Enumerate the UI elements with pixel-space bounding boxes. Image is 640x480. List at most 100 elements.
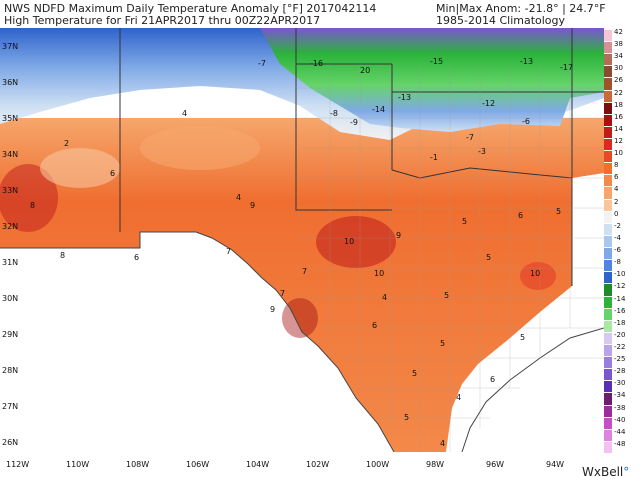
anomaly-value-label: 6 [372,321,377,330]
anomaly-value-label: 20 [360,66,370,75]
logo-text: WxBell [582,465,624,479]
legend-label: -2 [614,221,621,230]
legend-swatch [604,223,612,235]
legend-swatch [604,102,612,114]
legend-swatch [604,151,612,163]
legend-swatch [604,441,612,453]
legend-entry: 12 [604,137,640,151]
anomaly-value-label: -1 [430,153,438,162]
anomaly-value-label: -17 [560,63,573,72]
legend-label: 30 [614,64,623,73]
legend-label: -18 [614,318,626,327]
logo-dot: ° [623,465,630,479]
anomaly-value-label: 5 [462,217,467,226]
legend-swatch [604,272,612,284]
legend-swatch [604,381,612,393]
hot-spot-west-texas [316,216,396,268]
legend-swatch [604,78,612,90]
legend-swatch [604,393,612,405]
legend-swatch [604,126,612,139]
legend-entry: 16 [604,112,640,127]
anomaly-value-label: -8 [330,109,338,118]
lat-label: 29N [2,330,19,339]
anomaly-value-label: -13 [520,57,533,66]
legend-entry: -20 [604,330,640,345]
anomaly-value-label: 5 [444,291,449,300]
legend-swatch [604,235,612,248]
anomaly-value-label: 9 [270,305,275,314]
anomaly-value-label: -6 [522,117,530,126]
anomaly-value-label: 10 [344,237,354,246]
legend-entry: -48 [604,440,640,454]
legend-label: 10 [614,149,623,158]
us-mexico-border [0,231,395,452]
legend-label: 6 [614,173,619,182]
legend-entry: -34 [604,391,640,405]
state-borders [119,28,604,286]
legend-entry: 10 [604,149,640,163]
legend-label: 26 [614,76,623,85]
legend-label: 2 [614,197,619,206]
legend-label: -12 [614,282,626,291]
legend-entry: 6 [604,173,640,187]
legend-label: -25 [614,355,626,364]
lon-label: 112W [6,460,30,469]
legend-entry: -8 [604,258,640,272]
anomaly-value-label: 10 [374,269,384,278]
anomaly-value-label: 6 [134,253,139,262]
hot-spot-big-bend [282,298,318,338]
legend-swatch [604,332,612,344]
legend-label: -34 [614,391,626,400]
legend-label: -16 [614,306,626,315]
legend-entry: -30 [604,379,640,393]
wxbell-logo: WxBell° [582,465,629,479]
legend-entry: -44 [604,428,640,442]
legend-entry: -10 [604,270,640,284]
anomaly-value-label: 6 [110,169,115,178]
legend-entry: -25 [604,355,640,369]
legend-entry: 14 [604,125,640,139]
legend-entry: 8 [604,161,640,175]
legend-label: -20 [614,330,626,339]
anomaly-map: -7 -16 20 -15 -13 -17 -14 -13 -12 -9 -8 -7 -6 -3 -1 2 4 6… [0,28,604,452]
anomaly-value-label: 5 [486,253,491,262]
anomaly-value-label: 9 [396,231,401,240]
legend-entry: -6 [604,246,640,260]
legend-entry: 42 [604,28,640,42]
legend-swatch [604,175,612,187]
anomaly-value-label: 5 [404,413,409,422]
anomaly-value-label: 7 [226,247,231,256]
legend-label: -22 [614,342,626,351]
legend-label: 22 [614,88,623,97]
anomaly-value-label: -9 [350,118,358,127]
legend-label: -40 [614,415,626,424]
legend-swatch [604,187,612,199]
legend-swatch [604,284,612,296]
anomaly-value-label: 7 [302,267,307,276]
anomaly-value-label: 5 [520,333,525,342]
legend-swatch [604,369,612,381]
anomaly-value-label: 8 [30,201,35,210]
lon-label: 98W [426,460,445,469]
legend-swatch [604,42,612,54]
legend-swatch [604,54,612,66]
lat-label: 27N [2,402,19,411]
lon-label: 108W [126,460,150,469]
mild-zone-new-mexico [140,126,260,170]
legend-entry: -2 [604,221,640,236]
legend-label: -28 [614,367,626,376]
legend-entry: -22 [604,342,640,357]
county-grid [296,64,604,452]
hot-spot-east-texas [520,262,556,290]
legend-swatch [604,163,612,175]
anomaly-value-label: 6 [518,211,523,220]
legend-label: 16 [614,112,623,121]
legend-swatch [604,417,612,429]
anomaly-value-label: 6 [490,375,495,384]
lat-label: 33N [2,186,19,195]
anomaly-value-label: 9 [250,201,255,210]
legend-entry: 38 [604,40,640,54]
gulf-of-mexico [462,328,604,452]
lat-label: 36N [2,78,19,87]
